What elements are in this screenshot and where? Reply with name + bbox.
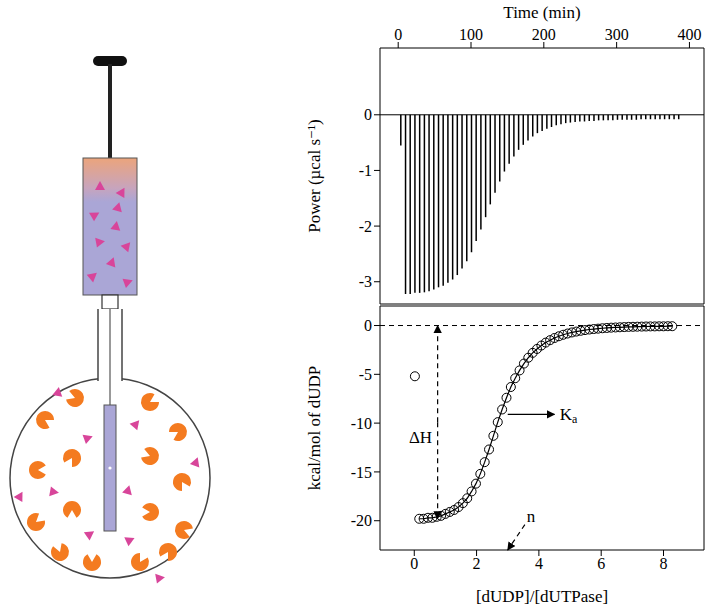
svg-text:-2: -2: [359, 218, 372, 235]
svg-text:4: 4: [535, 555, 543, 572]
svg-text:Time (min): Time (min): [503, 3, 580, 22]
svg-text:Ka: Ka: [560, 405, 578, 427]
svg-text:6: 6: [597, 555, 605, 572]
svg-text:200: 200: [532, 26, 556, 43]
svg-text:ΔH: ΔH: [409, 428, 432, 447]
svg-text:-5: -5: [359, 366, 372, 383]
svg-text:400: 400: [677, 26, 701, 43]
svg-text:0: 0: [364, 106, 372, 123]
svg-text:-20: -20: [351, 512, 372, 529]
svg-text:2: 2: [473, 555, 481, 572]
svg-text:-3: -3: [359, 273, 372, 290]
svg-text:Power (µcal s⁻¹): Power (µcal s⁻¹): [305, 119, 324, 233]
svg-text:0: 0: [394, 26, 402, 43]
svg-text:8: 8: [660, 555, 668, 572]
svg-text:-1: -1: [359, 162, 372, 179]
svg-text:-10: -10: [351, 415, 372, 432]
svg-text:[dUDP]/[dUTPase]: [dUDP]/[dUTPase]: [476, 587, 608, 606]
svg-text:0: 0: [410, 555, 418, 572]
svg-text:300: 300: [605, 26, 629, 43]
svg-text:n: n: [527, 507, 536, 526]
svg-text:kcal/mol of dUDP: kcal/mol of dUDP: [305, 366, 324, 491]
svg-text:0: 0: [364, 317, 372, 334]
svg-text:-15: -15: [351, 464, 372, 481]
svg-text:100: 100: [459, 26, 483, 43]
